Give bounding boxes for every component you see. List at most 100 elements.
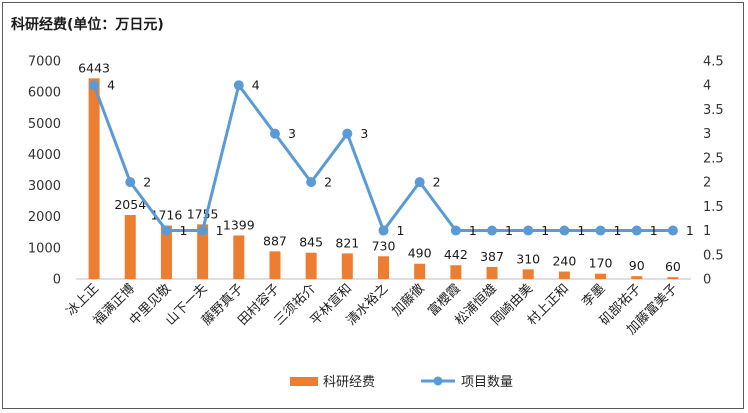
line-data-label: 4 [107, 78, 115, 93]
right-axis-tick-label: 4.5 [703, 55, 724, 70]
bar-data-label: 1399 [223, 217, 255, 232]
bar [558, 271, 570, 279]
line-point [414, 177, 425, 188]
right-axis-tick-label: 4 [703, 79, 711, 94]
left-axis-tick-label: 7000 [28, 55, 61, 70]
bar [305, 252, 317, 279]
line-point [233, 80, 244, 91]
bar-data-label: 887 [263, 233, 287, 248]
x-axis-tick-label: 加藤徹 [389, 281, 427, 319]
line-data-label: 3 [288, 126, 296, 141]
right-axis-tick-label: 2.5 [703, 151, 724, 166]
bar [631, 276, 643, 279]
x-axis-ticks: 冰上正福满正博中里见敬山下一夫藤野真子田村容子三须祐介平林宣和清水裕之加藤徹富櫻… [64, 281, 681, 338]
line-point [161, 225, 172, 236]
line-point [667, 225, 678, 236]
bar [269, 251, 281, 279]
line-data-label: 2 [433, 175, 441, 190]
line-data-label: 4 [252, 78, 260, 93]
left-axis-tick-label: 5000 [28, 117, 61, 132]
right-axis-ticks: 0 0.5 1 1.5 2 2.5 3 3.5 4 4.5 [703, 55, 724, 288]
bar [88, 78, 100, 279]
right-axis-tick-label: 2 [703, 176, 711, 191]
bar [160, 225, 172, 279]
right-axis-tick-label: 1 [703, 224, 711, 239]
left-axis-tick-label: 4000 [28, 148, 61, 163]
line-data-label: 1 [541, 223, 549, 238]
line-point [487, 225, 498, 236]
chart-frame: 科研经费(单位：万日元) 0 1000 2000 3000 4000 5000 6000 70… [2, 2, 744, 409]
bar [595, 273, 607, 279]
bar-data-label: 60 [665, 259, 681, 274]
line-data-label: 3 [360, 126, 368, 141]
line-series [89, 80, 678, 236]
bar-series [88, 78, 679, 279]
line-point [631, 225, 642, 236]
y-axis-title: 科研经费(单位：万日元) [11, 16, 164, 33]
bar-data-label: 6443 [78, 60, 110, 75]
line-point [450, 225, 461, 236]
line-point [306, 177, 317, 188]
line-data-label: 2 [324, 175, 332, 190]
line-data-label: 1 [577, 223, 585, 238]
line-data-label: 1 [686, 223, 694, 238]
line-point [89, 80, 100, 91]
line-data-label: 1 [469, 223, 477, 238]
left-axis-tick-label: 1000 [28, 241, 61, 256]
line-point [523, 225, 534, 236]
x-axis-tick-label: 李墨 [579, 281, 608, 310]
line-data-label: 2 [143, 175, 151, 190]
bar [667, 277, 679, 279]
bar-data-label: 442 [444, 247, 468, 262]
bar [450, 265, 462, 279]
left-axis-tick-label: 0 [53, 273, 61, 288]
bar-data-label: 1755 [187, 206, 219, 221]
legend-swatch-projects-marker [433, 376, 443, 386]
left-axis-tick-label: 2000 [28, 210, 61, 225]
line-point [269, 128, 280, 139]
right-axis-tick-label: 1.5 [703, 200, 724, 215]
line-data-label: 1 [505, 223, 513, 238]
bar-data-label: 387 [480, 249, 504, 264]
bar-data-label: 821 [335, 235, 359, 250]
line-point [378, 225, 389, 236]
bar-data-label: 90 [629, 258, 645, 273]
bar [378, 256, 389, 279]
left-axis-ticks: 0 1000 2000 3000 4000 5000 6000 7000 [28, 55, 61, 288]
line-point [342, 128, 353, 139]
bar-data-label: 490 [408, 246, 432, 261]
legend-swatch-funding [290, 377, 318, 386]
bar [124, 215, 136, 279]
line-data-label: 1 [397, 223, 405, 238]
line-data-label: 1 [614, 223, 622, 238]
right-axis-tick-label: 0.5 [703, 248, 724, 263]
line-point [197, 225, 208, 236]
bar-data-label: 240 [552, 254, 576, 269]
chart-svg: 科研经费(单位：万日元) 0 1000 2000 3000 4000 5000 6000 70… [11, 16, 724, 390]
line-data-labels: 4 2 1 1 4 3 2 3 1 2 1 1 1 1 1 1 1 [107, 78, 694, 238]
bar-data-label: 2054 [114, 197, 146, 212]
legend-label-funding: 科研经费 [323, 375, 375, 390]
bar [341, 253, 353, 279]
bar [522, 269, 534, 279]
bar-data-label: 310 [516, 251, 540, 266]
line-point [595, 225, 606, 236]
legend: 科研经费 项目数量 [290, 375, 513, 390]
right-axis-tick-label: 0 [703, 273, 711, 288]
right-axis-tick-label: 3.5 [703, 103, 724, 118]
bar [233, 235, 245, 279]
line-data-label: 1 [216, 223, 224, 238]
line-point [125, 177, 136, 188]
left-axis-tick-label: 6000 [28, 86, 61, 101]
line-data-label: 1 [179, 223, 187, 238]
right-axis-tick-label: 3 [703, 127, 711, 142]
bar [486, 266, 498, 279]
bar [414, 263, 426, 279]
bar [197, 224, 209, 279]
line-point [559, 225, 570, 236]
left-axis-tick-label: 3000 [28, 179, 61, 194]
bar-data-label: 845 [299, 235, 323, 250]
line-data-label: 1 [650, 223, 658, 238]
bar-data-label: 170 [589, 256, 613, 271]
legend-label-projects: 项目数量 [461, 375, 513, 390]
